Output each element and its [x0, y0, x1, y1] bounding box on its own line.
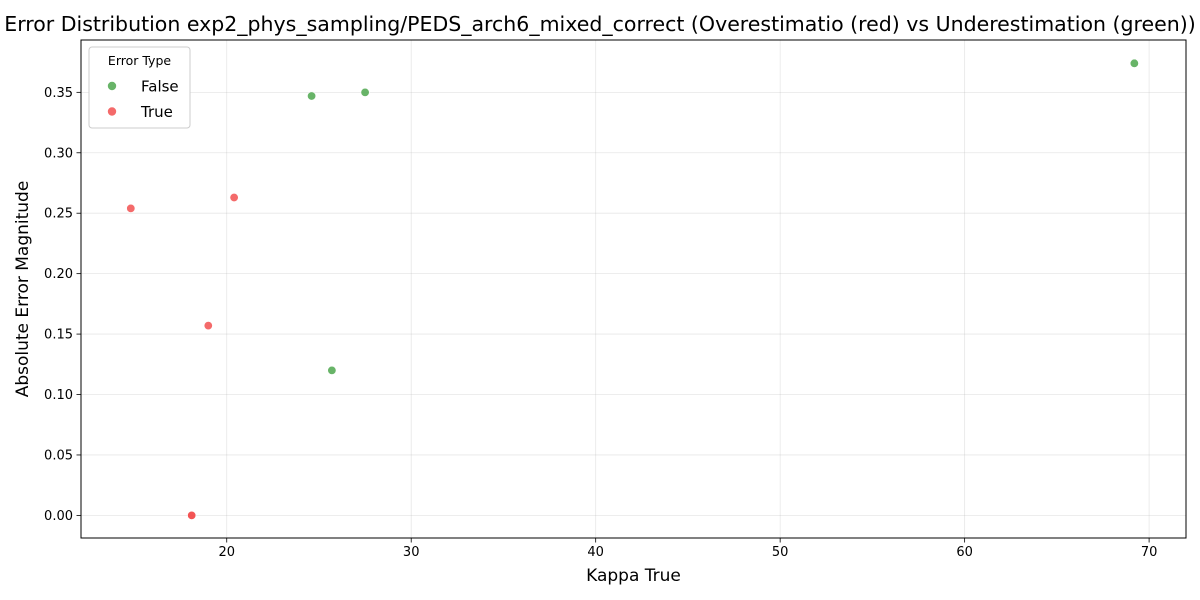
point-true	[203, 321, 213, 331]
y-tick-label: 0.10	[44, 388, 73, 403]
x-tick-label: 60	[956, 545, 973, 560]
x-tick-label: 20	[218, 545, 235, 560]
legend-marker-true	[107, 107, 117, 116]
data-points	[126, 58, 1139, 520]
y-tick-label: 0.00	[44, 509, 73, 524]
y-tick-label: 0.30	[44, 146, 73, 161]
point-false	[307, 91, 317, 101]
y-axis-ticks: 0.00 0.05 0.10 0.15 0.20 0.25 0.30 0.35	[44, 86, 81, 524]
legend-marker-false	[107, 81, 117, 91]
x-axis-ticks: 20 30 40 50 60 70	[218, 538, 1157, 560]
x-tick-label: 30	[403, 545, 420, 560]
x-tick-label: 50	[772, 545, 789, 560]
plot-frame	[80, 39, 1187, 539]
legend: Error Type False True	[88, 46, 191, 129]
point-false	[1129, 58, 1139, 68]
point-true	[126, 203, 136, 213]
grid	[81, 40, 1186, 538]
y-tick-label: 0.15	[44, 328, 73, 343]
y-axis-label: Absolute Error Magnitude	[13, 181, 33, 398]
point-true	[187, 510, 197, 520]
y-tick-label: 0.05	[44, 448, 73, 463]
legend-box	[88, 46, 191, 129]
x-tick-label: 40	[587, 545, 604, 560]
point-false	[327, 365, 337, 375]
y-tick-label: 0.20	[44, 267, 73, 282]
chart-title: Error Distribution exp2_phys_sampling/PE…	[4, 12, 1195, 37]
y-tick-label: 0.35	[44, 86, 73, 101]
point-false	[360, 87, 370, 97]
y-tick-label: 0.25	[44, 207, 73, 222]
point-true	[229, 192, 239, 202]
x-tick-label: 70	[1141, 545, 1158, 560]
x-axis-label: Kappa True	[586, 566, 681, 586]
legend-label-false: False	[141, 78, 179, 96]
legend-title: Error Type	[108, 53, 171, 68]
legend-items: False True	[107, 78, 179, 121]
legend-label-true: True	[140, 103, 173, 121]
